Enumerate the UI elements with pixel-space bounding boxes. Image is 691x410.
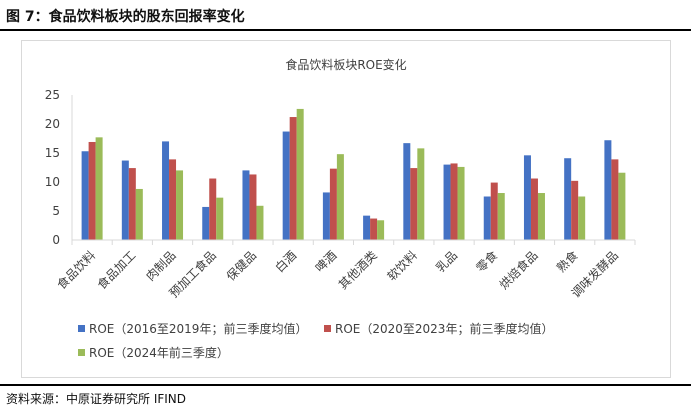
x-tick-label: 其他酒类 xyxy=(336,248,380,292)
legend: ROE（2016至2019年；前三季度均值） ROE（2020至2023年；前三季… xyxy=(78,321,553,360)
legend-label-1: ROE（2016至2019年；前三季度均值） xyxy=(89,321,307,336)
x-tick-label: 食品饮料 xyxy=(54,248,99,293)
legend-swatch-2 xyxy=(324,325,331,332)
bar-2-8 xyxy=(370,218,378,240)
bar-1-9 xyxy=(403,143,411,240)
bar-2-9 xyxy=(410,168,418,240)
top-rule xyxy=(0,29,691,31)
bar-2-7 xyxy=(329,168,337,240)
x-tick-label: 白酒 xyxy=(272,248,300,276)
bar-3-7 xyxy=(336,154,344,240)
bar-3-2 xyxy=(135,188,143,240)
x-tick-label: 食品加工 xyxy=(94,248,139,293)
bar-1-1 xyxy=(81,151,89,240)
bars xyxy=(81,108,626,240)
bar-2-3 xyxy=(169,159,177,240)
bar-3-8 xyxy=(377,220,385,240)
bar-2-4 xyxy=(209,178,217,240)
bar-1-12 xyxy=(523,155,531,240)
x-tick-label: 啤酒 xyxy=(312,248,340,276)
bar-3-10 xyxy=(457,166,465,240)
y-tick-label: 25 xyxy=(45,88,60,102)
y-tick-label: 15 xyxy=(45,146,60,160)
bar-3-12 xyxy=(537,193,545,240)
legend-swatch-1 xyxy=(78,325,85,332)
bar-1-11 xyxy=(483,196,491,240)
bar-3-3 xyxy=(176,170,184,240)
x-tick-label: 烘焙食品 xyxy=(496,248,541,293)
figure-caption: 图 7：食品饮料板块的股东回报率变化 xyxy=(6,9,245,25)
y-tick-label: 5 xyxy=(52,204,60,218)
bar-3-1 xyxy=(95,137,103,240)
y-tick-label: 0 xyxy=(52,233,60,247)
y-tick-label: 20 xyxy=(45,117,60,131)
bar-1-5 xyxy=(242,170,250,240)
legend-label-2: ROE（2020至2023年；前三季度均值） xyxy=(335,321,553,336)
y-axis: 0 5 10 15 20 25 xyxy=(45,88,73,247)
bar-3-5 xyxy=(256,205,264,240)
x-tick-label: 软饮料 xyxy=(385,248,420,283)
bar-2-13 xyxy=(571,180,579,240)
bar-2-14 xyxy=(611,159,619,240)
bar-3-4 xyxy=(216,197,224,240)
bar-2-1 xyxy=(88,141,96,240)
bar-2-10 xyxy=(450,163,458,240)
bar-1-10 xyxy=(443,164,451,240)
bar-2-11 xyxy=(490,182,498,240)
bar-2-12 xyxy=(530,178,538,240)
legend-swatch-3 xyxy=(78,349,85,356)
bar-1-13 xyxy=(564,158,572,240)
bar-3-6 xyxy=(296,108,304,240)
bar-2-6 xyxy=(289,117,297,240)
bar-1-14 xyxy=(604,140,612,240)
bar-1-7 xyxy=(322,192,330,240)
bar-1-2 xyxy=(121,160,129,240)
bar-1-3 xyxy=(162,141,170,240)
bar-3-9 xyxy=(417,148,425,240)
legend-label-3: ROE（2024年前三季度） xyxy=(89,345,229,360)
bar-3-14 xyxy=(618,172,626,240)
bar-3-13 xyxy=(578,196,586,240)
x-tick-label: 肉制品 xyxy=(143,248,178,283)
x-tick-label: 保健品 xyxy=(224,248,259,283)
y-tick-label: 10 xyxy=(45,175,60,189)
chart-title: 食品饮料板块ROE变化 xyxy=(285,57,406,72)
x-tick-label: 零食 xyxy=(473,248,501,276)
bar-2-2 xyxy=(128,168,136,240)
chart-frame: 食品饮料板块ROE变化 0 5 10 15 20 25 食品饮料 食品加工 肉制品 预加工食品保… xyxy=(21,40,671,378)
x-tick-label: 乳品 xyxy=(433,248,460,275)
bar-3-11 xyxy=(497,193,505,240)
source-note: 资料来源：中原证券研究所 IFIND xyxy=(6,392,187,406)
roe-bar-chart: 食品饮料板块ROE变化 0 5 10 15 20 25 食品饮料食品加工 肉制品预加工食品保… xyxy=(45,57,636,360)
bottom-rule xyxy=(0,384,691,386)
bar-2-5 xyxy=(249,174,257,240)
x-tick-label: 熟食 xyxy=(553,248,581,276)
bar-1-8 xyxy=(363,215,371,240)
bar-1-4 xyxy=(202,206,210,240)
bar-1-6 xyxy=(282,131,290,240)
